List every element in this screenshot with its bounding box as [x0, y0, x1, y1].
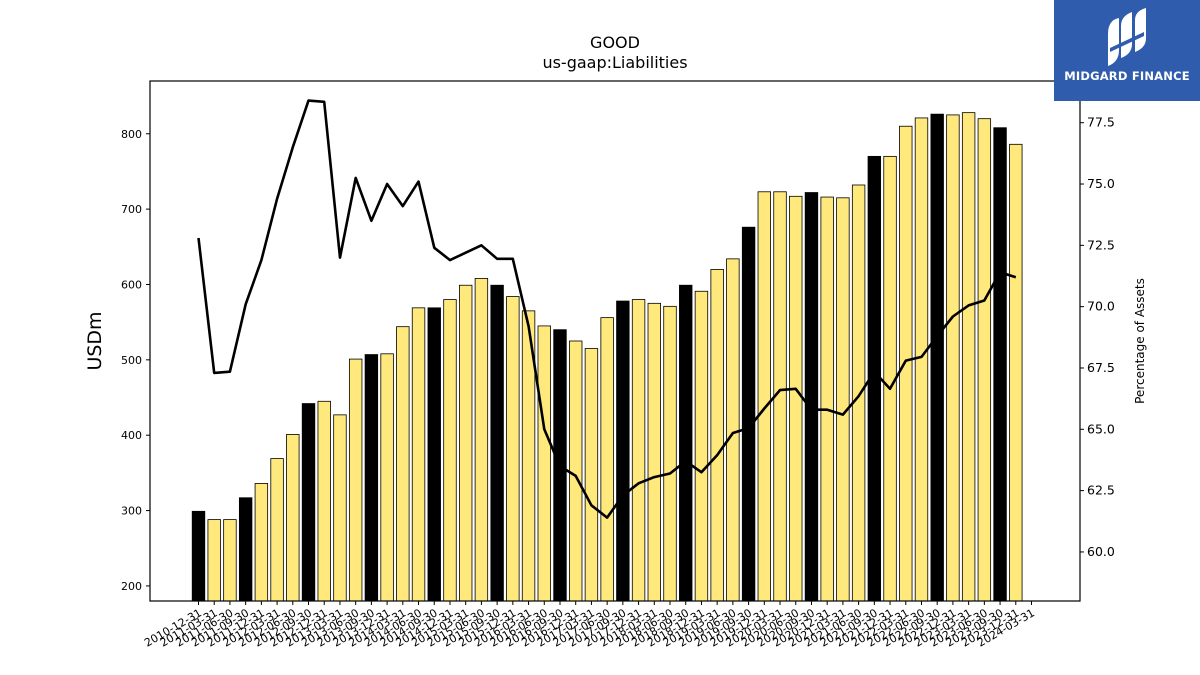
y2-tick-label: 75.0: [1087, 176, 1115, 191]
bar-2018-12-31: [694, 290, 709, 602]
bar-2022-03-31: [899, 125, 913, 602]
bar-2012-09-30: [301, 403, 316, 602]
bar-2017-09-30: [616, 300, 630, 602]
midgard-finance-logo: MIDGARD FINANCE: [1054, 0, 1200, 101]
bar-2023-06-30: [977, 118, 992, 602]
bar-2019-12-31: [757, 191, 771, 602]
right-y-axis: 60.0 62.5 65.0 67.5 70.0 72.5 75.0 77.5: [1080, 115, 1115, 559]
bar-2013-09-30: [364, 354, 379, 602]
bar-2017-06-30: [600, 317, 614, 602]
bar-2011-12-31: [254, 483, 269, 602]
bar-2015-06-30: [474, 278, 489, 602]
bar-2015-03-31: [459, 284, 473, 602]
bar-2014-12-31: [443, 299, 457, 602]
bar-2016-12-31: [569, 340, 583, 602]
bar-2016-06-30: [537, 325, 551, 602]
bar-2020-12-31: [820, 196, 834, 602]
chart-subtitle: us-gaap:Liabilities: [542, 53, 687, 72]
y-tick-label: 600: [121, 278, 142, 291]
y2-tick-label: 72.5: [1087, 237, 1115, 252]
bar-2012-06-30: [286, 434, 300, 602]
bar-2022-09-30: [930, 113, 944, 602]
bar-2011-06-30: [223, 519, 237, 602]
bar-2023-03-31: [961, 112, 976, 602]
bar-2012-03-31: [270, 458, 284, 602]
bar-2018-03-31: [647, 302, 661, 602]
bar-2021-03-31: [836, 197, 850, 602]
y2-axis-label: Percentage of Assets: [1133, 278, 1147, 404]
bar-2018-06-30: [663, 305, 677, 602]
plot-frame: [149, 80, 1081, 602]
midgard-logo-icon: [1108, 8, 1146, 66]
bar-2015-12-31: [506, 296, 520, 602]
bar-2019-03-31: [710, 269, 724, 602]
y-tick-label: 700: [121, 203, 142, 216]
y2-tick-label: 62.5: [1087, 483, 1115, 498]
bar-2023-09-30: [993, 127, 1007, 602]
x-axis: 2010-12-312011-03-312011-06-302011-09-30…: [142, 601, 1037, 650]
bar-2017-12-31: [631, 299, 646, 602]
bar-2018-09-30: [679, 284, 693, 602]
bar-2011-03-31: [207, 519, 221, 602]
y2-tick-label: 67.5: [1087, 360, 1115, 375]
bar-2021-06-30: [851, 184, 866, 602]
bar-2010-12-31: [191, 510, 206, 602]
bar-2013-12-31: [380, 353, 394, 602]
y-tick-label: 200: [121, 580, 142, 593]
bar-2012-12-31: [317, 400, 331, 602]
bar-2014-09-30: [427, 307, 441, 602]
y2-tick-label: 65.0: [1087, 421, 1115, 436]
line-series: [197, 99, 1017, 519]
bar-2014-06-30: [411, 307, 426, 602]
bar-2023-12-31: [1009, 143, 1023, 602]
bar-2017-03-31: [584, 348, 599, 602]
y2-tick-label: 60.0: [1087, 544, 1115, 559]
bar-2019-06-30: [726, 258, 740, 602]
chart-title: GOOD: [590, 33, 640, 52]
y-axis-label: USDm: [84, 311, 106, 370]
y-tick-label: 300: [121, 505, 142, 518]
bar-2020-06-30: [789, 195, 803, 602]
y-tick-label: 800: [121, 128, 142, 141]
left-y-axis: 200 300 400 500 600 700 800: [121, 128, 150, 593]
y-tick-label: 500: [121, 354, 142, 367]
bar-2015-09-30: [490, 284, 504, 602]
percentage-line: [197, 99, 1017, 519]
bar-series: [191, 112, 1023, 602]
bar-2022-12-31: [946, 114, 960, 602]
y2-tick-label: 77.5: [1087, 115, 1115, 130]
bar-2013-03-31: [333, 414, 347, 602]
bar-2013-06-30: [348, 358, 363, 602]
logo-text: MIDGARD FINANCE: [1064, 69, 1190, 83]
y2-tick-label: 70.0: [1087, 299, 1115, 314]
bar-2014-03-31: [396, 326, 410, 602]
bar-2022-06-30: [914, 117, 929, 602]
bar-2020-09-30: [804, 192, 819, 602]
y-tick-label: 400: [121, 429, 142, 442]
bar-2011-09-30: [238, 497, 253, 602]
bar-2019-09-30: [741, 226, 756, 602]
